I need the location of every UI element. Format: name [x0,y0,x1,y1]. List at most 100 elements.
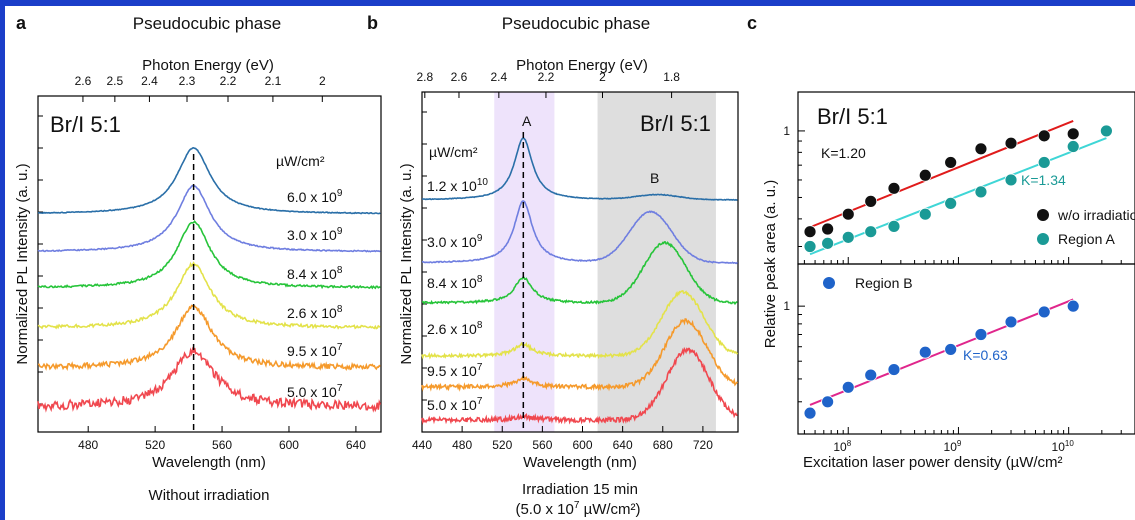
panel-b-top-axis-label: Photon Energy (eV) [516,57,648,74]
panel-a-power-label: 8.4 x 108 [287,265,343,282]
panel-c-point [1004,315,1018,329]
legend-marker-b [823,277,835,289]
panel-b-unit-label: µW/cm² [429,144,478,160]
panel-a-label: a [16,13,27,33]
panel-a-spectrum [37,304,381,372]
panel-b: b Pseudocubic phase Photon Energy (eV) 2… [367,13,739,518]
panel-b-label: b [367,13,378,33]
panel-c-point [887,363,901,376]
panel-c-point [1037,129,1051,143]
panel-b-caption-unit: µW/cm²) [579,501,640,518]
panel-c-point [841,380,855,394]
panel-a-top-tick-label: 2.2 [220,74,237,88]
panel-b-power-label: 3.0 x 109 [427,233,483,250]
panel-b-region-b-shade [597,92,716,432]
panel-b-title: Pseudocubic phase [502,14,650,33]
panel-b-spectrum [421,318,739,392]
panel-c-point [803,225,817,239]
panel-c-fit-line [809,119,1074,229]
panel-b-x-tick-label: 640 [613,438,633,452]
panel-c-x-tick-label: 109 [944,439,962,454]
panel-b-caption-line1: Irradiation 15 min [522,481,638,498]
legend-marker-wo [1037,209,1049,221]
panel-c-point [821,222,835,236]
panel-c-point [944,156,958,169]
panel-c-point [1037,156,1051,169]
panel-c-point [1004,136,1018,150]
panel-b-spectrum [422,137,738,201]
panel-c-legend-wo: w/o irradiation [1057,207,1135,223]
panel-c-legend-a: Region A [1058,231,1115,247]
panel-a-top-tick-label: 2.6 [75,74,92,88]
panel-a-caption: Without irradiation [149,487,270,504]
panel-b-region-b-label: B [650,170,659,186]
panel-c-y-tick-label-upper: 1 [783,124,790,138]
panel-c: c 108 109 1010 1 1 Br/I 5:1 K=1.20 K=1.34 K=… [747,13,1135,471]
panel-a-spectrum [37,184,381,253]
panel-c-point [1004,173,1018,187]
panel-b-spectrum [421,290,739,360]
panel-c-point [821,236,835,250]
panel-c-point [821,395,835,409]
panel-a-power-label: 5.0 x 107 [287,383,343,400]
panel-c-point [1099,124,1113,138]
panel-b-ylabel: Normalized PL Intensity (a. u.) [398,163,415,364]
panel-a-plot-frame [37,95,382,433]
panel-a-top-tick-label: 2 [319,74,326,88]
panel-b-power-label: 9.5 x 107 [427,362,483,379]
panel-a-title: Pseudocubic phase [133,14,281,33]
panel-c-point [974,142,988,156]
panel-b-top-tick-label: 1.8 [663,70,680,84]
panel-a-spectrum [37,261,381,330]
legend-marker-a [1037,233,1049,245]
panel-b-spectrum [422,200,739,265]
panel-a-spectrum [37,146,381,215]
panel-a: a Pseudocubic phase Photon Energy (eV) 2… [14,13,382,504]
panel-b-top-ticks: 2.8 2.6 2.4 2.2 2 1.8 [416,70,680,98]
panel-a-xlabel: Wavelength (nm) [152,454,266,471]
panel-c-point [841,230,855,244]
panel-c-xlabel: Excitation laser power density (µW/cm² [803,454,1063,471]
panel-b-spectrum [422,241,738,306]
panel-c-fit-line [809,137,1107,256]
panel-c-point [864,194,878,208]
panel-c-k-wo: K=1.20 [821,145,866,161]
panel-b-top-tick-label: 2.8 [416,70,433,84]
panel-a-power-label: 2.6 x 108 [287,304,343,321]
panel-c-k-b: K=0.63 [963,347,1008,363]
panel-a-x-tick-label: 520 [145,438,165,452]
panel-b-caption-mantissa: (5.0 x 10 [515,501,573,518]
panel-c-ticks: 108 109 1010 1 1 [783,124,1135,454]
panel-a-power-label: 3.0 x 109 [287,226,343,243]
panel-b-caption-exponent: 7 [574,500,580,511]
panel-a-power-labels: 6.0 x 109 3.0 x 109 8.4 x 108 2.6 x 108 9.5 … [287,188,343,400]
panel-b-region-a-label: A [522,113,532,129]
panel-a-top-ticks: 2.6 2.5 2.4 2.3 2.2 2.1 2 [75,74,326,102]
panel-b-caption-line2: (5.0 x 107 µW/cm²) [515,500,640,518]
panel-a-top-tick-label: 2.1 [265,74,282,88]
panel-a-x-tick-label: 600 [279,438,299,452]
panel-c-point [887,219,901,233]
panel-b-x-tick-label: 600 [572,438,592,452]
panel-a-top-axis-label: Photon Energy (eV) [142,57,274,74]
panel-b-x-tick-label: 560 [532,438,552,452]
panel-c-label: c [747,13,757,33]
panel-a-top-tick-label: 2.4 [141,74,158,88]
panel-c-point [803,406,817,420]
panel-c-point [864,368,878,382]
panel-c-point [974,328,988,341]
panel-c-point [803,240,817,253]
panel-a-top-tick-label: 2.3 [179,74,196,88]
panel-c-point [1066,127,1080,141]
panel-a-ylabel: Normalized PL Intensity (a. u.) [14,163,31,364]
panel-b-composition: Br/I 5:1 [640,111,711,136]
panel-c-point [864,225,878,239]
panel-c-point [918,168,932,182]
panel-b-top-tick-label: 2.4 [490,70,507,84]
panel-b-power-label: 1.2 x 1010 [427,177,488,194]
panel-b-region-a-shade [494,92,555,432]
panel-c-legend-b: Region B [855,275,913,291]
panel-c-point [1037,305,1051,319]
panel-b-power-labels: 1.2 x 1010 3.0 x 109 8.4 x 108 2.6 x 108 9.5… [427,177,488,413]
